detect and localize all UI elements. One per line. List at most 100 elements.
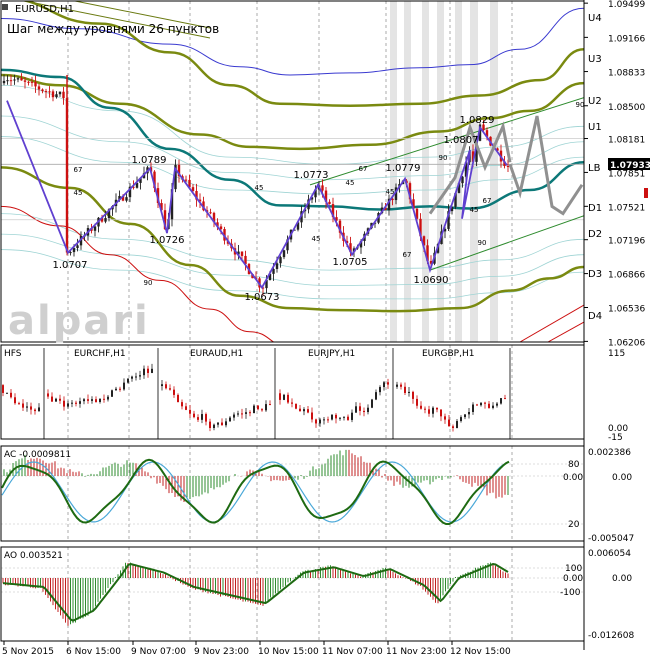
red-trend-line xyxy=(519,304,584,342)
candle-body xyxy=(212,212,216,223)
hfs-candle-body xyxy=(444,416,446,420)
hfs-candle-body xyxy=(55,398,57,402)
angle-label: 90 xyxy=(478,239,487,247)
ao-axis-zero: 0.00 xyxy=(612,574,632,584)
hfs-candle-body xyxy=(339,417,341,419)
hfs-candle-body xyxy=(472,404,474,412)
ac-signal-line xyxy=(1,461,510,523)
candle-body xyxy=(310,197,314,200)
angle-label: 45 xyxy=(470,206,479,214)
hfs-candle-body xyxy=(359,406,361,411)
time-tick-label: 10 Nov 15:00 xyxy=(258,647,319,657)
hfs-candle-body xyxy=(400,384,402,387)
candle-body xyxy=(359,240,363,248)
hfs-candle-body xyxy=(14,397,16,404)
candle-body xyxy=(268,273,272,281)
level-label-d1: D1 xyxy=(588,203,602,214)
panel-frame xyxy=(0,445,585,542)
hfs-candle-body xyxy=(464,414,466,418)
hfs-candle-body xyxy=(424,408,426,410)
level-thin-line xyxy=(1,84,584,165)
current-price-tag xyxy=(608,158,650,171)
hfs-candle-body xyxy=(115,388,117,391)
price-tick-label: 1.09499 xyxy=(608,0,645,10)
hfs-candle-body xyxy=(412,391,414,399)
candle-body xyxy=(412,199,415,209)
red-trend-line xyxy=(547,321,584,342)
hfs-candle-body xyxy=(107,396,109,400)
hfs-candle-body xyxy=(257,405,259,410)
hfs-candle-body xyxy=(428,409,430,414)
level-label-u4: U4 xyxy=(588,13,602,24)
price-tick-label: 1.08500 xyxy=(608,103,645,113)
candle-body xyxy=(307,199,310,210)
session-band xyxy=(404,1,411,342)
zigzag-line xyxy=(6,100,508,290)
hfs-candle-body xyxy=(30,406,32,410)
candle-body xyxy=(475,140,478,162)
candle-body xyxy=(506,166,510,168)
candle-body xyxy=(55,94,58,98)
candle-body xyxy=(461,176,464,184)
candle-body xyxy=(482,124,485,131)
hfs-candle-body xyxy=(279,393,281,400)
candle-body xyxy=(132,186,135,188)
ao-title: AO 0.003521 xyxy=(4,551,63,561)
ao-left-zero: 0.00 xyxy=(563,574,583,584)
level-label-d3: D3 xyxy=(588,269,602,280)
time-tick-label: 11 Nov 23:00 xyxy=(386,647,447,657)
hfs-candle-body xyxy=(143,368,145,376)
collapse-icon xyxy=(2,4,8,10)
hfs-candle-body xyxy=(265,404,267,411)
candle-body xyxy=(478,124,482,141)
ao-axis-max: 0.006054 xyxy=(588,549,631,559)
candle-body xyxy=(244,255,247,265)
angle-label: 67 xyxy=(483,197,492,205)
angle-label: 45 xyxy=(74,189,83,197)
hfs-axis-min: -15 xyxy=(608,433,623,443)
hfs-symbol-label: EURJPY,H1 xyxy=(308,349,355,359)
hfs-candle-body xyxy=(197,417,199,420)
candle-body xyxy=(408,183,412,200)
hfs-candle-body xyxy=(311,412,313,420)
candle-body xyxy=(387,198,391,211)
hfs-candle-body xyxy=(67,403,69,407)
candle-body xyxy=(121,195,125,201)
hfs-candle-body xyxy=(173,389,175,395)
hfs-candle-body xyxy=(75,402,77,404)
level-thin-line xyxy=(1,233,584,286)
candle-body xyxy=(23,80,27,82)
candle-body xyxy=(503,161,506,167)
candle-body xyxy=(93,226,97,231)
candle-body xyxy=(422,236,426,246)
ao-left-100: 100 xyxy=(565,564,582,574)
candle-body xyxy=(261,287,265,289)
hfs-candle-body xyxy=(103,398,105,400)
u4-curve xyxy=(1,7,584,76)
hfs-candle-body xyxy=(448,419,450,427)
swing-price-label: 1.0673 xyxy=(245,292,280,303)
symbol-label: EURUSD,H1 xyxy=(15,4,74,15)
candle-body xyxy=(496,148,499,151)
candle-body xyxy=(51,91,55,98)
angle-label: 45 xyxy=(346,179,355,187)
candle-body xyxy=(139,178,142,183)
candle-body xyxy=(163,210,167,230)
candle-body xyxy=(125,197,128,201)
candle-body xyxy=(251,274,254,279)
hfs-candle-body xyxy=(201,414,203,420)
u3-curve xyxy=(21,1,584,108)
candle-body xyxy=(100,217,104,222)
candle-body xyxy=(429,260,433,264)
current-price-label: 1.07933 xyxy=(610,161,650,171)
hfs-candle-body xyxy=(291,402,293,404)
hfs-candle-body xyxy=(269,404,271,406)
hfs-candle-body xyxy=(147,368,149,373)
hfs-candle-body xyxy=(253,405,255,414)
session-band xyxy=(390,1,397,342)
hfs-candle-body xyxy=(408,391,410,393)
hfs-title: HFS xyxy=(4,349,22,359)
candle-body xyxy=(13,79,16,81)
level-label-lb: LB xyxy=(588,163,601,174)
